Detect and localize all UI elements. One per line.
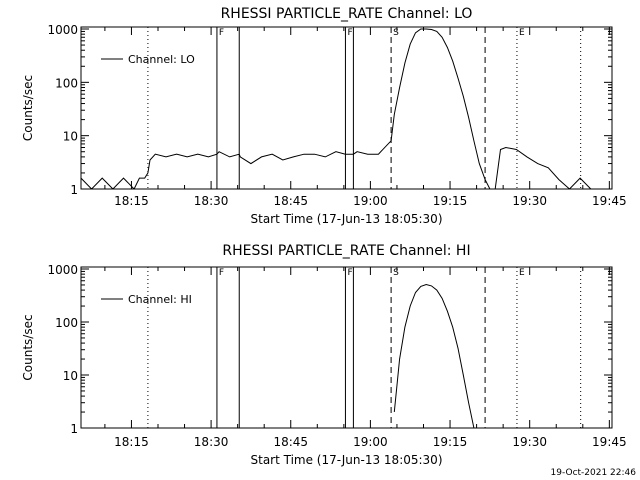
x-tick-label: 18:15 <box>114 435 149 449</box>
y-axis-label: Counts/sec <box>21 314 35 380</box>
event-marker-label: F <box>219 268 224 278</box>
event-marker-label: F <box>347 28 352 38</box>
series-line <box>393 283 475 428</box>
event-marker-label: S <box>393 28 399 38</box>
chart-panel-hi: RHESSI PARTICLE_RATE Channel: HI 18:15 18:… <box>21 243 627 467</box>
legend-label: Channel: LO <box>128 53 195 66</box>
x-tick-label: 19:45 <box>592 435 627 449</box>
y-tick-label: 10 <box>63 369 78 383</box>
event-marker-label: S <box>393 268 399 278</box>
chart-title: RHESSI PARTICLE_RATE Channel: LO <box>221 6 473 22</box>
event-marker-label: F <box>347 268 352 278</box>
y-tick-label: 100 <box>55 316 78 330</box>
footer-timestamp: 19-Oct-2021 22:46 <box>551 468 637 478</box>
series-line <box>81 28 592 189</box>
chart-panel-lo: RHESSI PARTICLE_RATE Channel: LO 18:15 18:… <box>21 6 627 226</box>
y-tick-label: 1000 <box>47 23 78 37</box>
chart-title: RHESSI PARTICLE_RATE Channel: HI <box>222 243 470 259</box>
x-tick-label: 19:00 <box>353 194 388 208</box>
x-tick-label: 19:15 <box>433 435 468 449</box>
x-tick-label: 19:30 <box>512 194 547 208</box>
legend-label: Channel: HI <box>128 293 192 306</box>
plot-frame <box>80 266 613 429</box>
x-tick-label: 18:45 <box>273 435 308 449</box>
event-marker-label: F <box>219 28 224 38</box>
y-tick-label: 1 <box>70 422 78 436</box>
y-tick-label: 100 <box>55 76 78 90</box>
x-tick-label: 19:00 <box>353 435 388 449</box>
x-tick-label: 18:15 <box>114 194 149 208</box>
y-tick-label: 1000 <box>47 263 78 277</box>
x-tick-label: 18:45 <box>273 194 308 208</box>
plot-frame <box>80 26 613 190</box>
y-tick-label: 1 <box>70 183 78 197</box>
event-marker-label: E <box>519 28 525 38</box>
x-tick-label: 18:30 <box>194 435 229 449</box>
x-axis-label: Start Time (17-Jun-13 18:05:30) <box>251 453 443 467</box>
event-marker-label: E <box>519 268 525 278</box>
x-tick-label: 19:45 <box>592 194 627 208</box>
x-axis-label: Start Time (17-Jun-13 18:05:30) <box>251 212 443 226</box>
y-axis-label: Counts/sec <box>21 75 35 141</box>
x-tick-label: 19:15 <box>433 194 468 208</box>
x-tick-label: 19:30 <box>512 435 547 449</box>
x-tick-label: 18:30 <box>194 194 229 208</box>
y-tick-label: 10 <box>63 130 78 144</box>
